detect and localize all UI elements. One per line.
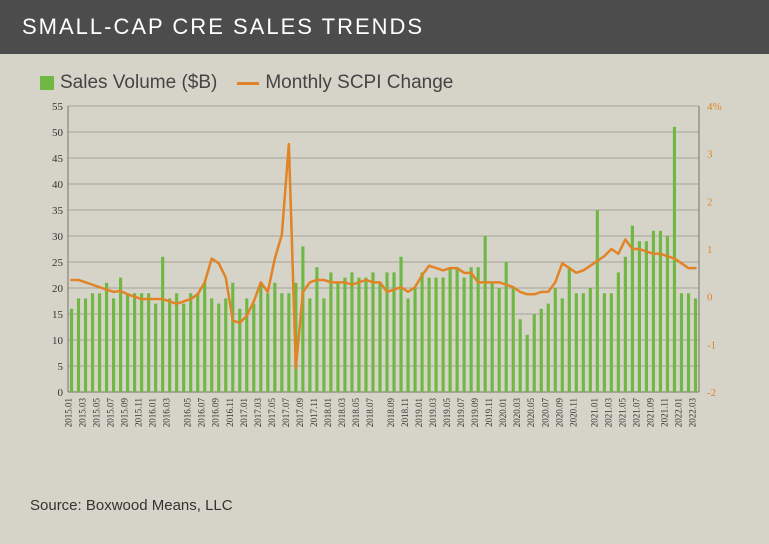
svg-text:2017.11: 2017.11 — [309, 398, 319, 427]
svg-text:2016.05: 2016.05 — [183, 398, 193, 428]
svg-text:2018.07: 2018.07 — [365, 398, 375, 428]
svg-text:2: 2 — [707, 196, 713, 208]
chart-svg: 0 5 10 15 20 25 30 35 40 45 50 55 -2 -1 0 1 2 3 4% 2015.01 2… — [30, 100, 739, 470]
svg-text:3: 3 — [707, 149, 713, 161]
svg-text:2015.03: 2015.03 — [78, 398, 88, 428]
svg-text:55: 55 — [52, 101, 64, 113]
svg-text:0: 0 — [58, 387, 64, 399]
svg-text:2017.01: 2017.01 — [239, 398, 249, 427]
svg-text:2020.05: 2020.05 — [526, 398, 536, 428]
svg-text:2016.11: 2016.11 — [225, 398, 235, 427]
svg-text:2016.03: 2016.03 — [162, 398, 172, 428]
svg-text:2021.09: 2021.09 — [645, 398, 655, 428]
svg-text:2016.01: 2016.01 — [148, 398, 158, 427]
svg-text:2021.01: 2021.01 — [589, 398, 599, 427]
svg-text:2021.11: 2021.11 — [659, 398, 669, 427]
svg-text:2019.07: 2019.07 — [456, 398, 466, 428]
legend-label-bars: Sales Volume ($B) — [60, 72, 217, 94]
svg-text:-1: -1 — [707, 339, 716, 351]
svg-text:2021.07: 2021.07 — [631, 398, 641, 428]
svg-text:2019.05: 2019.05 — [442, 398, 452, 428]
svg-text:25: 25 — [52, 257, 64, 269]
legend-item-bars: Sales Volume ($B) — [40, 72, 217, 94]
svg-text:-2: -2 — [707, 387, 716, 399]
svg-text:2017.05: 2017.05 — [267, 398, 277, 428]
svg-text:2022.01: 2022.01 — [673, 398, 683, 427]
svg-text:50: 50 — [52, 127, 64, 139]
svg-text:2017.03: 2017.03 — [253, 398, 263, 428]
svg-text:4%: 4% — [707, 101, 722, 113]
svg-text:2018.03: 2018.03 — [337, 398, 347, 428]
svg-text:2021.05: 2021.05 — [617, 398, 627, 428]
svg-text:2020.01: 2020.01 — [498, 398, 508, 427]
svg-text:2015.05: 2015.05 — [92, 398, 102, 428]
svg-text:2015.09: 2015.09 — [120, 398, 130, 428]
legend-label-line: Monthly SCPI Change — [265, 72, 453, 94]
chart-area: Sales Volume ($B) Monthly SCPI Change 0 5… — [0, 54, 769, 485]
svg-text:2019.01: 2019.01 — [414, 398, 424, 427]
svg-text:2018.05: 2018.05 — [351, 398, 361, 428]
svg-text:2019.11: 2019.11 — [484, 398, 494, 427]
svg-text:20: 20 — [52, 283, 64, 295]
svg-text:1: 1 — [707, 244, 713, 256]
svg-text:2020.07: 2020.07 — [540, 398, 550, 428]
svg-text:2015.01: 2015.01 — [64, 398, 74, 427]
svg-text:10: 10 — [52, 335, 64, 347]
svg-text:2020.09: 2020.09 — [554, 398, 564, 428]
svg-text:2019.03: 2019.03 — [428, 398, 438, 428]
svg-text:0: 0 — [707, 292, 713, 304]
svg-text:2022.03: 2022.03 — [687, 398, 697, 428]
svg-text:2015.07: 2015.07 — [106, 398, 116, 428]
svg-text:35: 35 — [52, 205, 64, 217]
svg-text:45: 45 — [52, 153, 64, 165]
svg-text:30: 30 — [52, 231, 64, 243]
svg-text:2018.09: 2018.09 — [386, 398, 396, 428]
source-label: Source: Boxwood Means, LLC — [30, 497, 233, 514]
chart-title: SMALL-CAP CRE SALES TRENDS — [22, 14, 424, 39]
svg-text:2020.03: 2020.03 — [512, 398, 522, 428]
svg-text:2020.11: 2020.11 — [568, 398, 578, 427]
svg-text:2018.01: 2018.01 — [323, 398, 333, 427]
legend: Sales Volume ($B) Monthly SCPI Change — [40, 72, 739, 94]
svg-text:2017.07: 2017.07 — [281, 398, 291, 428]
header-bar: SMALL-CAP CRE SALES TRENDS — [0, 0, 769, 54]
svg-text:2016.09: 2016.09 — [211, 398, 221, 428]
svg-text:15: 15 — [52, 309, 64, 321]
line-swatch-icon — [237, 82, 259, 85]
svg-text:2019.09: 2019.09 — [470, 398, 480, 428]
svg-text:2015.11: 2015.11 — [134, 398, 144, 427]
svg-text:2017.09: 2017.09 — [295, 398, 305, 428]
legend-item-line: Monthly SCPI Change — [237, 72, 453, 94]
bar-swatch-icon — [40, 76, 54, 90]
source-text: Source: Boxwood Means, LLC — [0, 485, 769, 514]
svg-text:5: 5 — [58, 361, 64, 373]
svg-text:40: 40 — [52, 179, 64, 191]
svg-text:2021.03: 2021.03 — [603, 398, 613, 428]
svg-text:2016.07: 2016.07 — [197, 398, 207, 428]
svg-text:2018.11: 2018.11 — [400, 398, 410, 427]
